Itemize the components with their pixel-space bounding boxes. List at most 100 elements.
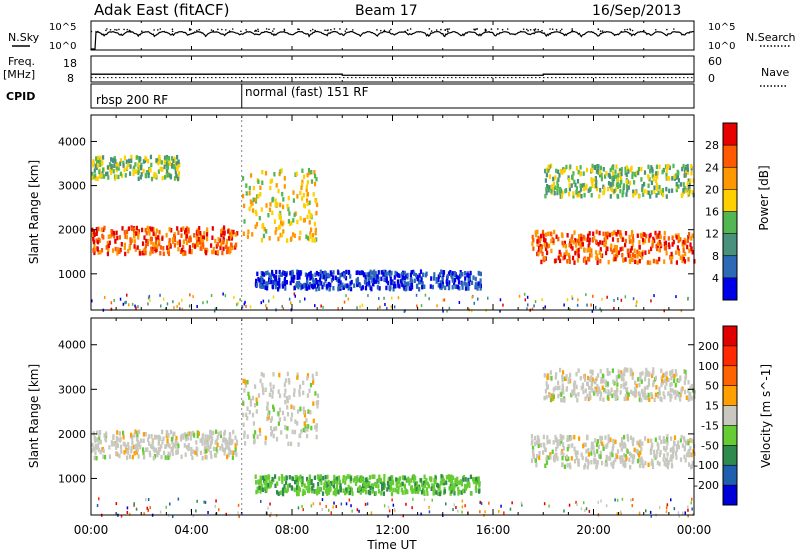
heatmap-cell — [264, 387, 267, 392]
heatmap-cell — [291, 429, 294, 435]
heatmap-cell — [393, 275, 396, 280]
heatmap-cell — [93, 243, 96, 248]
heatmap-cell — [278, 171, 281, 177]
heatmap-cell — [190, 451, 193, 457]
heatmap-cell — [182, 244, 185, 250]
heatmap-cell — [149, 444, 152, 449]
heatmap-cell — [653, 397, 656, 402]
heatmap-cell — [579, 165, 582, 170]
heatmap-cell — [159, 510, 162, 514]
heatmap-cell — [433, 487, 436, 493]
heatmap-cell — [651, 373, 654, 378]
noise-search-point — [527, 29, 529, 32]
heatmap-cell — [598, 386, 601, 391]
heatmap-cell — [159, 293, 161, 297]
heatmap-cell — [306, 427, 309, 432]
noise-search-point — [376, 29, 378, 31]
heatmap-cell — [144, 227, 147, 233]
heatmap-cell — [242, 401, 245, 406]
heatmap-cell — [580, 194, 583, 199]
heatmap-cell — [168, 158, 171, 164]
heatmap-cell — [623, 372, 626, 377]
heatmap-cell — [646, 189, 649, 195]
heatmap-cell — [392, 487, 395, 493]
heatmap-cell — [180, 434, 183, 439]
heatmap-cell — [270, 274, 273, 279]
heatmap-cell — [644, 436, 647, 441]
heatmap-cell — [606, 231, 610, 237]
heatmap-cell — [272, 295, 275, 299]
heatmap-cell — [343, 300, 346, 304]
heatmap-cell — [544, 242, 547, 248]
heatmap-cell — [550, 188, 553, 194]
heatmap-cell — [269, 483, 272, 488]
heatmap-cell — [374, 491, 377, 496]
heatmap-cell — [299, 433, 302, 438]
heatmap-cell — [413, 278, 416, 283]
heatmap-cell — [596, 260, 599, 265]
heatmap-cell — [541, 298, 543, 302]
heatmap-cell — [554, 434, 557, 440]
heatmap-cell — [309, 382, 313, 388]
heatmap-cell — [571, 234, 574, 239]
heatmap-cell — [555, 447, 558, 452]
heatmap-cell — [294, 419, 297, 424]
heatmap-cell — [673, 373, 676, 379]
heatmap-cell — [531, 449, 535, 454]
heatmap-cell — [266, 401, 269, 406]
heatmap-cell — [665, 172, 668, 177]
heatmap-cell — [300, 185, 303, 191]
heatmap-cell — [672, 163, 675, 169]
heatmap-cell — [568, 192, 571, 197]
heatmap-cell — [599, 396, 602, 401]
heatmap-cell — [266, 281, 269, 286]
heatmap-cell — [385, 276, 388, 281]
heatmap-cell — [562, 243, 565, 248]
heatmap-cell — [539, 244, 542, 249]
heatmap-cell — [381, 486, 384, 491]
heatmap-cell — [415, 293, 418, 297]
heatmap-cell — [293, 212, 296, 218]
heatmap-cell — [451, 285, 454, 290]
heatmap-cell — [110, 440, 113, 445]
heatmap-cell — [675, 443, 679, 449]
heatmap-cell — [94, 176, 97, 181]
heatmap-cell — [598, 389, 601, 394]
heatmap-cell — [641, 389, 644, 394]
heatmap-cell — [344, 283, 347, 288]
heatmap-cell — [568, 243, 571, 248]
heatmap-cell — [253, 434, 256, 439]
heatmap-cell — [447, 474, 450, 479]
heatmap-cell — [569, 164, 572, 169]
heatmap-cell — [123, 450, 126, 455]
heatmap-cell — [102, 167, 105, 172]
heatmap-cell — [463, 488, 466, 494]
heatmap-cell — [281, 410, 284, 416]
heatmap-cell — [586, 248, 589, 253]
heatmap-cell — [252, 185, 255, 191]
heatmap-cell — [626, 396, 629, 401]
heatmap-cell — [258, 215, 261, 221]
heatmap-cell — [102, 454, 105, 459]
heatmap-cell — [95, 455, 98, 461]
heatmap-cell — [450, 489, 453, 494]
heatmap-cell — [455, 506, 457, 509]
heatmap-cell — [572, 391, 575, 396]
heatmap-cell — [209, 444, 212, 449]
heatmap-cell — [665, 164, 669, 170]
heatmap-cell — [323, 282, 326, 287]
heatmap-cell — [646, 385, 649, 390]
heatmap-cell — [619, 234, 622, 239]
heatmap-cell — [264, 271, 267, 276]
heatmap-cell — [607, 186, 610, 192]
heatmap-cell — [443, 489, 446, 494]
heatmap-cell — [547, 455, 550, 460]
heatmap-cell — [195, 440, 198, 445]
heatmap-cell — [392, 284, 396, 289]
heatmap-cell — [653, 453, 656, 458]
heatmap-cell — [682, 244, 685, 250]
heatmap-cell — [394, 509, 396, 513]
heatmap-cell — [655, 164, 658, 170]
heatmap-cell — [294, 172, 297, 177]
heatmap-cell — [167, 156, 170, 161]
